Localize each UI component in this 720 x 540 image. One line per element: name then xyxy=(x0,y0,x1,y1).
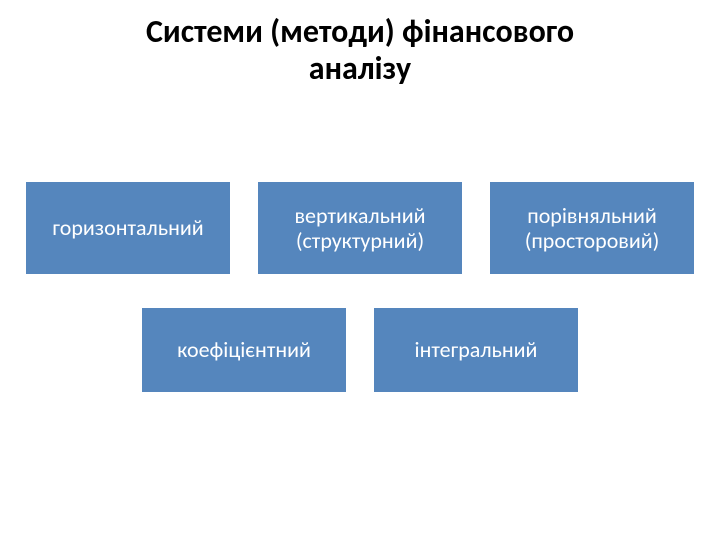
row-1: горизонтальний вертикальний (структурний… xyxy=(0,182,720,274)
box-integral: інтегральний xyxy=(374,308,578,392)
title-line1: Системи (методи) фінансового xyxy=(146,12,574,51)
slide-title: Системи (методи) фінансового аналізу xyxy=(0,14,720,88)
box-label-line2: (структурний) xyxy=(296,227,424,254)
row-2: коефіцієнтний інтегральний xyxy=(0,308,720,392)
box-vertical: вертикальний (структурний) xyxy=(258,182,462,274)
slide: Системи (методи) фінансового аналізу гор… xyxy=(0,0,720,540)
box-label: коефіцієнтний xyxy=(177,337,311,362)
box-label-line1: порівняльний xyxy=(527,202,657,229)
box-label: порівняльний (просторовий) xyxy=(525,203,660,254)
box-label: інтегральний xyxy=(415,337,538,362)
box-label: горизонтальний xyxy=(52,215,203,240)
title-line2: аналізу xyxy=(309,49,411,88)
box-label: вертикальний (структурний) xyxy=(295,203,426,254)
box-label-line1: вертикальний xyxy=(295,202,426,229)
box-comparative: порівняльний (просторовий) xyxy=(490,182,694,274)
box-horizontal: горизонтальний xyxy=(26,182,230,274)
box-coefficient: коефіцієнтний xyxy=(142,308,346,392)
box-label-line2: (просторовий) xyxy=(525,227,660,254)
